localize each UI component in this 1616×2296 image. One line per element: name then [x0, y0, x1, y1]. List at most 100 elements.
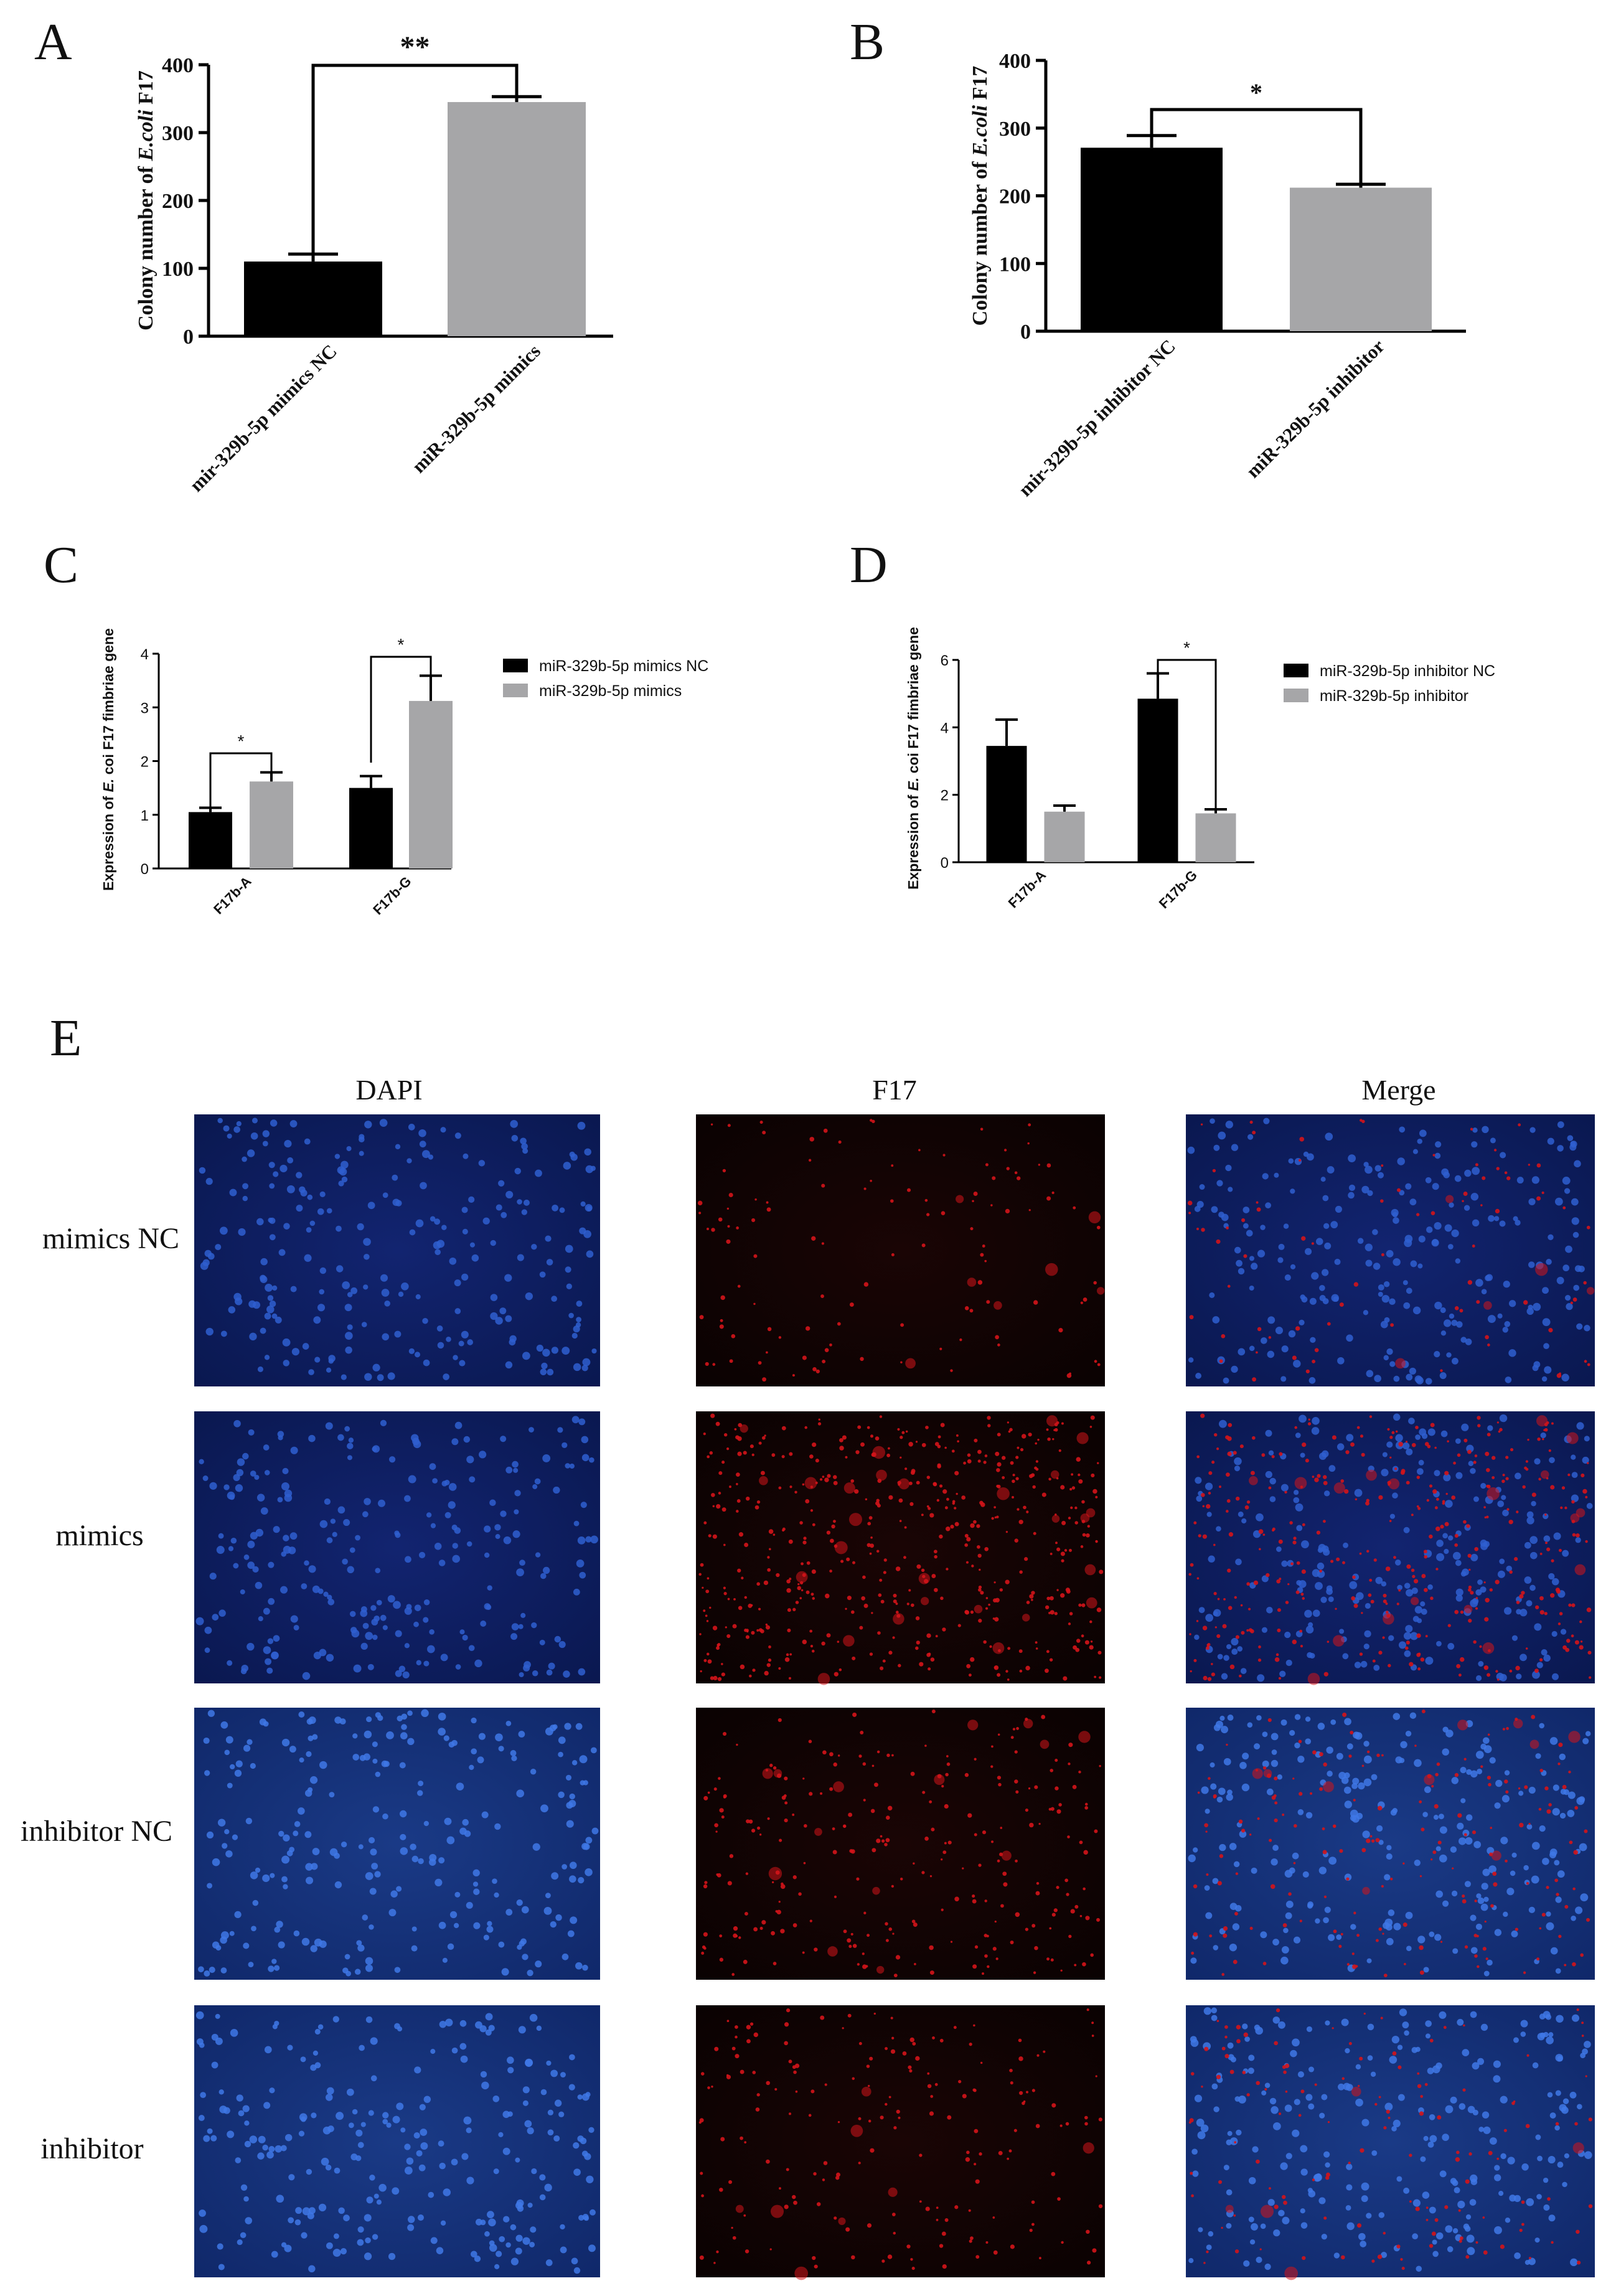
f17-signal-dot — [751, 1828, 756, 1833]
f17-signal-dot — [749, 1444, 754, 1449]
f17-signal-dot — [1226, 1743, 1228, 1746]
f17-signal-dot — [723, 1586, 726, 1589]
f17-signal-dot — [736, 1510, 739, 1513]
nucleus-dot — [262, 1141, 268, 1147]
bar-treatment — [448, 101, 586, 336]
micrograph-dapi-mimics — [194, 1411, 600, 1683]
f17-signal-dot — [843, 1929, 847, 1934]
f17-signal-dot — [1356, 1426, 1360, 1429]
nucleus-dot — [1212, 1878, 1219, 1884]
nucleus-dot — [1425, 2033, 1430, 2039]
nucleus-dot — [234, 1769, 242, 1777]
nucleus-dot — [365, 1872, 373, 1880]
f17-signal-dot — [1202, 1534, 1207, 1539]
f17-signal-dot — [1049, 1658, 1053, 1662]
f17-signal-dot — [1490, 1827, 1493, 1829]
f17-signal-dot — [1079, 1915, 1083, 1917]
nucleus-dot — [1571, 1454, 1576, 1460]
nucleus-dot — [314, 2028, 321, 2035]
nucleus-dot — [539, 2174, 546, 2181]
f17-signal-dot — [1568, 1731, 1581, 1743]
nucleus-dot — [1460, 1337, 1467, 1343]
nucleus-dot — [1584, 2151, 1592, 2159]
nucleus-dot — [395, 1200, 402, 1207]
nucleus-dot — [1526, 1307, 1534, 1315]
nucleus-dot — [1266, 1606, 1273, 1614]
f17-signal-dot — [1434, 1506, 1438, 1510]
nucleus-dot — [560, 2072, 566, 2078]
nucleus-dot — [1574, 1265, 1582, 1273]
f17-signal-dot — [824, 1348, 829, 1353]
x-category-label: F17b-A — [210, 873, 254, 917]
nucleus-dot — [309, 1776, 318, 1784]
f17-signal-dot — [984, 1899, 987, 1903]
f17-signal-dot — [950, 1525, 954, 1529]
f17-signal-dot — [781, 1426, 786, 1431]
f17-signal-dot — [745, 2249, 749, 2254]
nucleus-dot — [271, 2251, 278, 2258]
nucleus-dot — [1190, 2036, 1197, 2043]
f17-signal-dot — [914, 1962, 916, 1965]
nucleus-dot — [1278, 2021, 1285, 2029]
f17-signal-dot — [868, 2119, 871, 2123]
f17-signal-dot — [885, 1838, 890, 1843]
f17-signal-dot — [1336, 1557, 1340, 1561]
f17-signal-dot — [701, 2194, 704, 2198]
f17-signal-dot — [877, 1631, 881, 1635]
nucleus-dot — [262, 1874, 270, 1883]
nucleus-dot — [394, 1967, 401, 1974]
nucleus-dot — [1454, 2187, 1460, 2194]
f17-signal-dot — [1381, 1754, 1384, 1757]
f17-signal-dot — [1203, 1675, 1208, 1681]
f17-signal-dot — [881, 2259, 885, 2263]
nucleus-dot — [372, 1806, 380, 1813]
f17-signal-dot — [746, 1630, 749, 1633]
nucleus-dot — [467, 1339, 474, 1345]
nucleus-dot — [1269, 1496, 1276, 1502]
f17-signal-dot — [806, 1326, 810, 1331]
f17-signal-dot — [1570, 1513, 1580, 1523]
nucleus-dot — [1260, 1337, 1267, 1344]
nucleus-dot — [449, 1257, 457, 1265]
f17-signal-dot — [706, 1620, 709, 1622]
nucleus-dot — [1447, 1244, 1454, 1249]
nucleus-dot — [297, 1807, 305, 1815]
nucleus-dot — [237, 2239, 243, 2246]
nucleus-dot — [341, 1374, 347, 1380]
f17-signal-dot — [1363, 2012, 1366, 2015]
nucleus-dot — [312, 1848, 320, 1855]
nucleus-dot — [1213, 1611, 1218, 1616]
f17-signal-dot — [1319, 1569, 1322, 1573]
nucleus-dot — [459, 2043, 467, 2050]
nucleus-dot — [411, 1855, 419, 1863]
f17-signal-dot — [994, 1516, 997, 1519]
nucleus-dot — [1564, 2153, 1569, 2158]
f17-signal-dot — [1055, 1758, 1058, 1762]
f17-signal-dot — [1330, 1560, 1334, 1563]
nucleus-dot — [1481, 1883, 1488, 1890]
nucleus-dot — [1567, 1810, 1575, 1817]
f17-signal-dot — [721, 1461, 725, 1464]
f17-signal-dot — [1201, 1493, 1205, 1497]
f17-signal-dot — [1539, 1553, 1543, 1555]
f17-signal-dot — [733, 1597, 736, 1601]
f17-signal-dot — [1369, 1835, 1373, 1838]
f17-signal-dot — [786, 1588, 791, 1593]
f17-signal-dot — [1221, 1334, 1226, 1339]
f17-signal-dot — [1493, 1882, 1498, 1887]
f17-signal-dot — [867, 1543, 871, 1547]
f17-signal-dot — [1197, 1791, 1200, 1794]
f17-signal-dot — [1071, 1473, 1074, 1476]
f17-signal-dot — [1454, 1543, 1458, 1547]
nucleus-dot — [233, 1126, 240, 1133]
nucleus-dot — [1391, 2125, 1397, 2132]
f17-signal-dot — [1031, 1599, 1033, 1601]
f17-signal-dot — [911, 2267, 915, 2270]
f17-signal-dot — [861, 1596, 865, 1601]
nucleus-dot — [516, 1899, 523, 1906]
nucleus-dot — [1442, 1726, 1449, 1733]
nucleus-dot — [510, 1750, 517, 1756]
nucleus-dot — [347, 1292, 353, 1297]
nucleus-dot — [1300, 2208, 1305, 2214]
f17-signal-dot — [1359, 1552, 1362, 1555]
